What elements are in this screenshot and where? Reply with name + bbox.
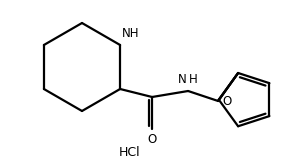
Text: NH: NH (122, 27, 140, 40)
Text: O: O (223, 95, 232, 108)
Text: N: N (178, 73, 187, 86)
Text: O: O (148, 133, 157, 146)
Text: HCl: HCl (119, 145, 141, 158)
Text: H: H (189, 73, 198, 86)
